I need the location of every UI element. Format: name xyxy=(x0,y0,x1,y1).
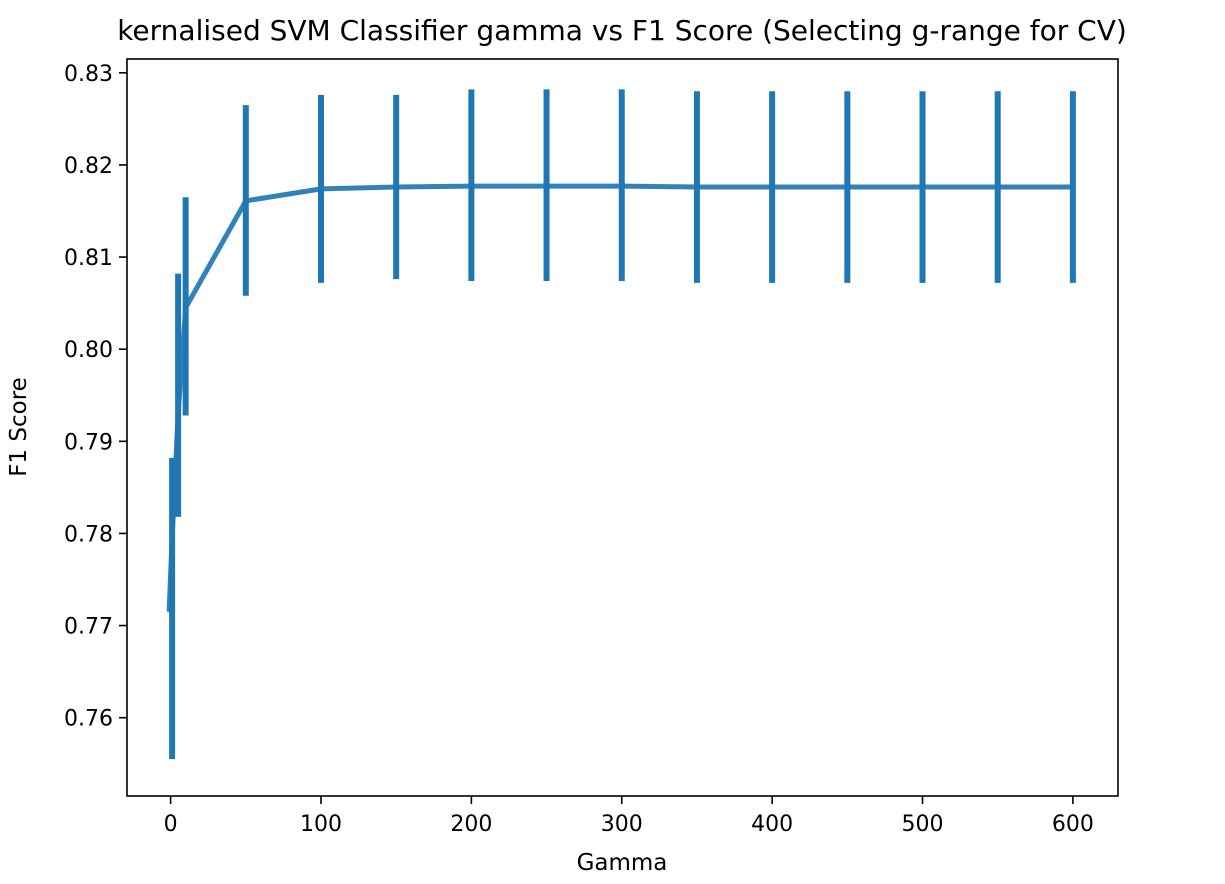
data-point xyxy=(168,611,170,613)
data-point xyxy=(245,200,247,202)
y-tick-label: 0.82 xyxy=(64,154,113,179)
x-tick-label: 200 xyxy=(450,812,492,837)
x-tick-label: 100 xyxy=(300,812,342,837)
chart-title: kernalised SVM Classifier gamma vs F1 Sc… xyxy=(117,14,1127,47)
data-point xyxy=(177,413,179,415)
x-tick-label: 400 xyxy=(751,812,793,837)
data-point xyxy=(546,185,548,187)
y-tick-label: 0.83 xyxy=(64,62,113,87)
data-point xyxy=(171,537,173,539)
data-point xyxy=(320,188,322,190)
data-point xyxy=(922,186,924,188)
data-point xyxy=(185,307,187,309)
series-line xyxy=(166,183,1073,612)
x-tick-label: 0 xyxy=(164,812,178,837)
y-axis-label: F1 Score xyxy=(6,377,32,477)
x-tick-label: 600 xyxy=(1052,812,1094,837)
data-point xyxy=(470,185,472,187)
x-tick-label: 500 xyxy=(902,812,944,837)
y-tick-label: 0.79 xyxy=(64,430,113,455)
y-tick-label: 0.81 xyxy=(64,246,113,271)
data-point xyxy=(771,186,773,188)
y-tick-label: 0.76 xyxy=(64,707,113,732)
data-point xyxy=(1072,186,1074,188)
data-point xyxy=(621,185,623,187)
data-point xyxy=(846,186,848,188)
y-axis: 0.76 0.77 0.78 0.79 0.80 0.81 0.82 0.83 xyxy=(64,62,127,732)
x-axis: 0 100 200 300 400 500 600 xyxy=(164,796,1094,837)
y-tick-label: 0.77 xyxy=(64,615,113,640)
data-point xyxy=(997,186,999,188)
data-point xyxy=(696,186,698,188)
data-point xyxy=(395,186,397,188)
x-axis-label: Gamma xyxy=(577,850,668,876)
y-tick-label: 0.80 xyxy=(64,338,113,363)
x-tick-label: 300 xyxy=(601,812,643,837)
series-layer xyxy=(166,89,1076,760)
y-tick-label: 0.78 xyxy=(64,522,113,547)
